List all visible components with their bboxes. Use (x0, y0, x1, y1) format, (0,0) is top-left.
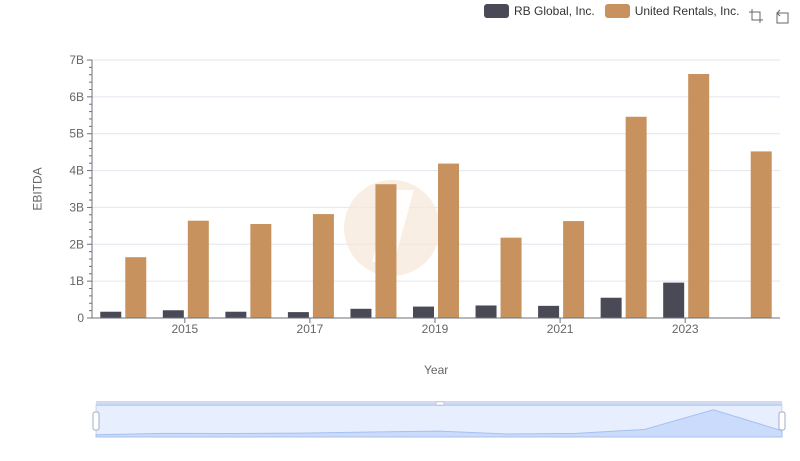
bar-series (100, 74, 772, 319)
legend-item-rb-global[interactable]: RB Global, Inc. (484, 4, 595, 18)
bar-rb-global-2015 (162, 310, 184, 318)
slider-move-handle (435, 401, 445, 406)
legend-label-united-rentals: United Rentals, Inc. (634, 4, 740, 18)
x-tick-label: 2023 (672, 322, 699, 336)
bar-united-rentals-2017 (312, 214, 334, 318)
data-zoom-slider[interactable] (92, 401, 786, 438)
x-axis-title: Year (424, 363, 449, 377)
legend: RB Global, Inc. United Rentals, Inc. (484, 4, 749, 18)
legend-swatch-united-rentals (604, 4, 630, 18)
bar-united-rentals-2014 (125, 257, 147, 318)
x-tick-label: 2017 (297, 322, 324, 336)
y-tick-label: 2B (69, 237, 84, 251)
slider-right-handle[interactable] (778, 411, 786, 431)
legend-label-rb-global: RB Global, Inc. (514, 4, 595, 18)
y-tick-label: 4B (69, 164, 84, 178)
y-tick-label: 0 (77, 311, 84, 325)
restore-icon[interactable] (774, 8, 790, 24)
bar-united-rentals-2020 (500, 237, 522, 318)
bar-rb-global-2020 (475, 305, 497, 318)
legend-swatch-rb-global (484, 4, 509, 18)
bar-united-rentals-2018 (375, 184, 397, 318)
bar-united-rentals-2016 (250, 224, 272, 318)
bar-rb-global-2022 (600, 297, 622, 318)
bar-united-rentals-2023 (688, 74, 710, 319)
x-tick-label: 2015 (171, 322, 198, 336)
bar-rb-global-2017 (287, 312, 309, 318)
y-tick-label: 7B (69, 53, 84, 67)
bar-rb-global-2018 (350, 308, 372, 318)
y-tick-label: 3B (69, 200, 84, 214)
x-tick-label: 2021 (547, 322, 574, 336)
y-tick-label: 5B (69, 127, 84, 141)
y-tick-label: 6B (69, 90, 84, 104)
slider-mini-area (95, 409, 783, 438)
slider-left-handle[interactable] (92, 411, 100, 431)
bar-rb-global-2023 (663, 282, 685, 318)
legend-item-united-rentals[interactable]: United Rentals, Inc. (604, 4, 740, 18)
y-axis-title: EBITDA (30, 167, 45, 211)
axes: 0 1B 2B 3B 4B 5B 6B 7B 2015 2017 2019 2021 2023 (69, 53, 780, 336)
bar-rb-global-2016 (225, 311, 247, 318)
bar-rb-global-2019 (413, 306, 434, 318)
bar-united-rentals-2022 (625, 116, 647, 318)
y-tick-label: 1B (69, 274, 84, 288)
x-tick-label: 2019 (422, 322, 449, 336)
bar-united-rentals-2019 (438, 163, 459, 318)
bar-united-rentals-2024 (750, 151, 772, 318)
bar-united-rentals-2021 (563, 221, 585, 318)
zoom-icon[interactable] (748, 8, 764, 24)
bar-rb-global-2021 (538, 305, 560, 318)
bar-united-rentals-2015 (187, 220, 209, 318)
bar-rb-global-2014 (100, 311, 122, 318)
